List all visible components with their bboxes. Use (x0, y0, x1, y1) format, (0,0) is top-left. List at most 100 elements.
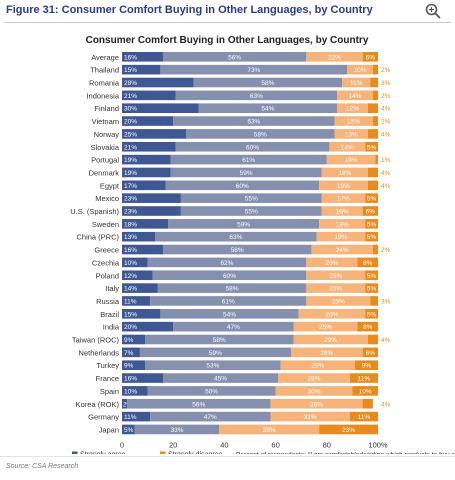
bar-segment (337, 90, 373, 101)
bar-segment (122, 167, 171, 178)
x-tick-label: 20 (169, 441, 177, 450)
bar-segment (365, 270, 378, 281)
data-label: 28% (124, 80, 137, 87)
data-label: 24% (336, 247, 349, 254)
note-line: Percent of respondents: (236, 452, 308, 455)
data-label: 53% (206, 363, 219, 370)
bar-segment (347, 64, 373, 75)
data-label: 45% (214, 376, 227, 383)
data-label: 60% (236, 183, 249, 190)
bar-segment (311, 244, 373, 255)
data-label: 58% (213, 337, 226, 344)
data-label: 23% (329, 273, 342, 280)
data-label: 73% (247, 67, 260, 74)
bar-segment (134, 424, 220, 435)
data-label: 30% (124, 106, 137, 113)
bar-segment (334, 116, 373, 126)
bar-segment (293, 321, 358, 332)
legend-label: Strongly agree (80, 452, 126, 455)
bar-segment (367, 334, 378, 345)
bar-segment (365, 283, 378, 293)
bar-segment (162, 52, 307, 62)
data-label: 58% (226, 286, 239, 293)
data-label: 13% (124, 234, 137, 241)
data-label: 12% (124, 273, 137, 280)
data-label: 5% (124, 427, 134, 434)
bar-segment (362, 206, 378, 216)
legend: Strongly agreeStrongly disagreeAgreeDisa… (72, 451, 455, 455)
bar-segment (122, 283, 158, 293)
bar-segment (370, 296, 378, 306)
bar-segment (357, 257, 378, 268)
bar-segment (122, 193, 181, 203)
data-label: 23% (124, 196, 137, 203)
category-label: Average (91, 53, 119, 62)
bar-segment (367, 103, 378, 113)
data-label: 59% (237, 221, 250, 228)
data-label: 3% (381, 80, 391, 87)
data-label: 16% (124, 247, 137, 254)
data-label: 13% (345, 131, 358, 138)
data-label: 5% (367, 273, 377, 280)
data-label: 1% (381, 157, 391, 164)
bar-segment (280, 360, 355, 370)
data-label: 6% (366, 209, 376, 216)
bar-segment (139, 347, 291, 358)
data-label: 15% (347, 119, 360, 126)
bar-segment (293, 334, 368, 345)
data-label: 56% (192, 401, 205, 408)
data-label: 10% (124, 388, 137, 395)
bar-segment (219, 424, 320, 435)
category-label: Italy (105, 284, 119, 293)
bar-segment (180, 206, 322, 216)
data-label: 9% (124, 363, 134, 370)
data-label: 2% (381, 67, 391, 74)
title-divider (4, 22, 451, 23)
bar-segment (152, 270, 307, 281)
data-label: 56% (228, 54, 241, 61)
bar-segment (122, 296, 151, 306)
data-label: 59% (240, 170, 253, 177)
bar-segment (122, 64, 161, 75)
data-label: 63% (229, 234, 242, 241)
data-label: 4% (381, 106, 391, 113)
data-label: 17% (337, 196, 350, 203)
x-tick-label: 100% (368, 441, 388, 450)
category-label: Taiwan (ROC) (72, 336, 120, 345)
bar-segment (362, 398, 373, 409)
data-label: 55% (245, 209, 258, 216)
data-label: 16% (124, 54, 137, 61)
data-label: 14% (341, 144, 354, 151)
data-label: 25% (124, 131, 137, 138)
bar-segment (160, 64, 348, 75)
bar-segment (122, 398, 128, 409)
bar-segment (145, 334, 294, 345)
data-label: 18% (338, 170, 351, 177)
category-label: Czechia (92, 258, 120, 267)
legend-label: Strongly disagree (168, 452, 223, 455)
zoom-in-icon[interactable] (424, 2, 442, 20)
bar-segment (321, 193, 366, 203)
category-label: Finland (94, 104, 119, 113)
data-label: 15% (124, 67, 137, 74)
bar-segment (198, 103, 338, 113)
bar-segment (173, 321, 294, 332)
bar-segment (362, 347, 378, 358)
data-label: 4% (381, 401, 391, 408)
data-label: 2% (381, 93, 391, 100)
x-axis: 0 20 40 60 80 100% (120, 441, 388, 450)
category-label: Japan (99, 425, 119, 434)
category-label: Vietnam (92, 117, 119, 126)
bar-segment (150, 296, 307, 306)
bar-segment (122, 321, 174, 332)
data-label: 11% (124, 414, 137, 421)
category-label: Norway (94, 130, 120, 139)
bar-segment (173, 116, 335, 126)
data-label: 9% (124, 337, 134, 344)
bar-segment (337, 103, 368, 113)
bar-segment (275, 386, 353, 396)
data-label: 30% (307, 388, 320, 395)
data-label: 47% (204, 414, 217, 421)
data-label: 11% (358, 376, 371, 383)
bar-segment (193, 77, 343, 88)
